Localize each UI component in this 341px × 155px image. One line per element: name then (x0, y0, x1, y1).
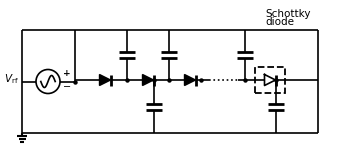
Polygon shape (100, 75, 110, 86)
Text: +: + (63, 69, 71, 78)
Text: diode: diode (265, 17, 294, 27)
Polygon shape (143, 75, 153, 86)
Text: −: − (63, 82, 71, 92)
Text: $V_{\rm rf}$: $V_{\rm rf}$ (4, 72, 19, 86)
Text: Schottky: Schottky (265, 9, 311, 19)
Polygon shape (184, 75, 195, 86)
